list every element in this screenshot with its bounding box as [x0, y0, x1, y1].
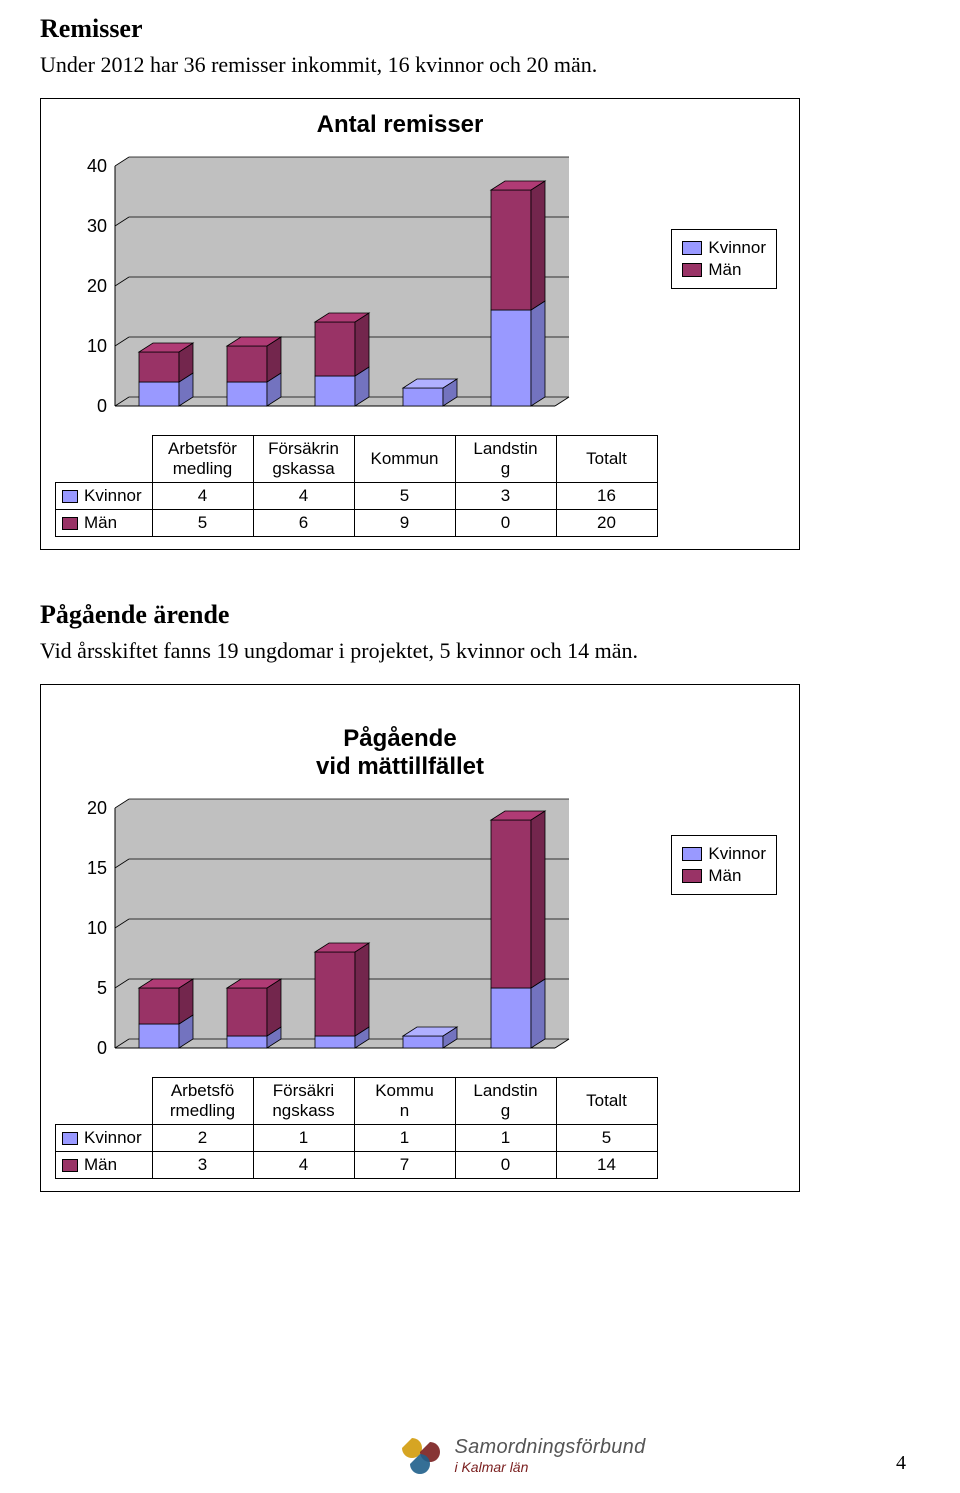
svg-text:10: 10	[87, 918, 107, 938]
table-cell: 2	[152, 1125, 253, 1152]
chart2-box: Pågående vid mättillfället 05101520 Kvin…	[40, 684, 800, 1192]
legend2-row-man: Män	[682, 866, 766, 886]
svg-text:0: 0	[97, 396, 107, 416]
table-cell: 14	[556, 1152, 657, 1179]
svg-text:30: 30	[87, 216, 107, 236]
legend-row-man: Män	[682, 260, 766, 280]
legend-swatch-man	[682, 263, 702, 277]
table-cell: 16	[556, 483, 657, 510]
table-cell: 5	[556, 1125, 657, 1152]
chart2-title-text: Pågående vid mättillfället	[316, 725, 484, 780]
table-cell: 20	[556, 510, 657, 537]
page: Remisser Under 2012 har 36 remisser inko…	[0, 14, 960, 1493]
table-cell: 0	[455, 1152, 556, 1179]
table-cell: 6	[253, 510, 354, 537]
svg-text:5: 5	[97, 978, 107, 998]
section2-intro: Vid årsskiftet fanns 19 ungdomar i proje…	[40, 638, 920, 664]
table-cell: 0	[455, 510, 556, 537]
svg-text:0: 0	[97, 1038, 107, 1058]
table-header-cell: Kommu n	[354, 1078, 455, 1125]
table-header-cell: Försäkrin gskassa	[253, 436, 354, 483]
svg-text:20: 20	[87, 276, 107, 296]
table-row-label: Kvinnor	[56, 483, 153, 510]
table-header-cell: Arbetsför medling	[152, 436, 253, 483]
section1-heading: Remisser	[40, 14, 920, 44]
legend2-swatch-man	[682, 869, 702, 883]
chart1-box: Antal remisser 010203040 Kvinnor Män Arb…	[40, 98, 800, 550]
table-row-label: Kvinnor	[56, 1125, 153, 1152]
table-row-label: Män	[56, 510, 153, 537]
table-cell: 4	[152, 483, 253, 510]
logo-icon	[400, 1434, 444, 1479]
table-header-cell: Kommun	[354, 436, 455, 483]
section2-heading: Pågående ärende	[40, 600, 920, 630]
table-header-cell: Försäkri ngskass	[253, 1078, 354, 1125]
table-cell: 1	[354, 1125, 455, 1152]
chart2-data-table: Arbetsfö rmedlingFörsäkri ngskassKommu n…	[55, 1077, 658, 1179]
legend-swatch-kvinnor	[682, 241, 702, 255]
section1-intro: Under 2012 har 36 remisser inkommit, 16 …	[40, 52, 920, 78]
legend2-swatch-kvinnor	[682, 847, 702, 861]
chart2-plot: 0 5 10 15 20	[55, 789, 785, 1073]
table-row-label: Män	[56, 1152, 153, 1179]
table-cell: 3	[455, 483, 556, 510]
svg-text:10: 10	[87, 336, 107, 356]
table-cell: 4	[253, 1152, 354, 1179]
table-cell: 5	[152, 510, 253, 537]
legend-label-kvinnor: Kvinnor	[708, 238, 766, 258]
chart1-title: Antal remisser	[15, 111, 785, 139]
logo-sub: i Kalmar län	[454, 1459, 528, 1475]
legend2-label-man: Män	[708, 866, 741, 886]
table-header-cell: Landstin g	[455, 1078, 556, 1125]
page-number: 4	[896, 1452, 906, 1475]
chart2-legend: Kvinnor Män	[671, 835, 777, 895]
table-cell: 1	[455, 1125, 556, 1152]
table-cell: 3	[152, 1152, 253, 1179]
table-header-cell: Totalt	[556, 1078, 657, 1125]
table-header-cell: Landstin g	[455, 436, 556, 483]
table-header-cell: Totalt	[556, 436, 657, 483]
legend-label-man: Män	[708, 260, 741, 280]
table-cell: 5	[354, 483, 455, 510]
legend2-label-kvinnor: Kvinnor	[708, 844, 766, 864]
chart2-svg: 0 5 10 15 20	[55, 789, 589, 1068]
chart2-title: Pågående vid mättillfället	[15, 697, 785, 781]
legend2-row-kvinnor: Kvinnor	[682, 844, 766, 864]
chart1-svg: 0 10 20 30 40	[55, 147, 589, 426]
logo-main: Samordningsförbund	[454, 1436, 645, 1458]
svg-text:15: 15	[87, 858, 107, 878]
chart1-plot: 0 10 20 30 40	[55, 147, 785, 431]
svg-text:40: 40	[87, 156, 107, 176]
table-cell: 9	[354, 510, 455, 537]
footer-logo: Samordningsförbund i Kalmar län	[400, 1434, 646, 1479]
logo-text: Samordningsförbund i Kalmar län	[454, 1436, 645, 1477]
chart1-title-text: Antal remisser	[317, 111, 484, 138]
table-cell: 7	[354, 1152, 455, 1179]
chart1-legend: Kvinnor Män	[671, 229, 777, 289]
chart1-data-table: Arbetsför medlingFörsäkrin gskassaKommun…	[55, 435, 658, 537]
table-header-cell: Arbetsfö rmedling	[152, 1078, 253, 1125]
legend-row-kvinnor: Kvinnor	[682, 238, 766, 258]
table-cell: 1	[253, 1125, 354, 1152]
svg-text:20: 20	[87, 798, 107, 818]
table-cell: 4	[253, 483, 354, 510]
